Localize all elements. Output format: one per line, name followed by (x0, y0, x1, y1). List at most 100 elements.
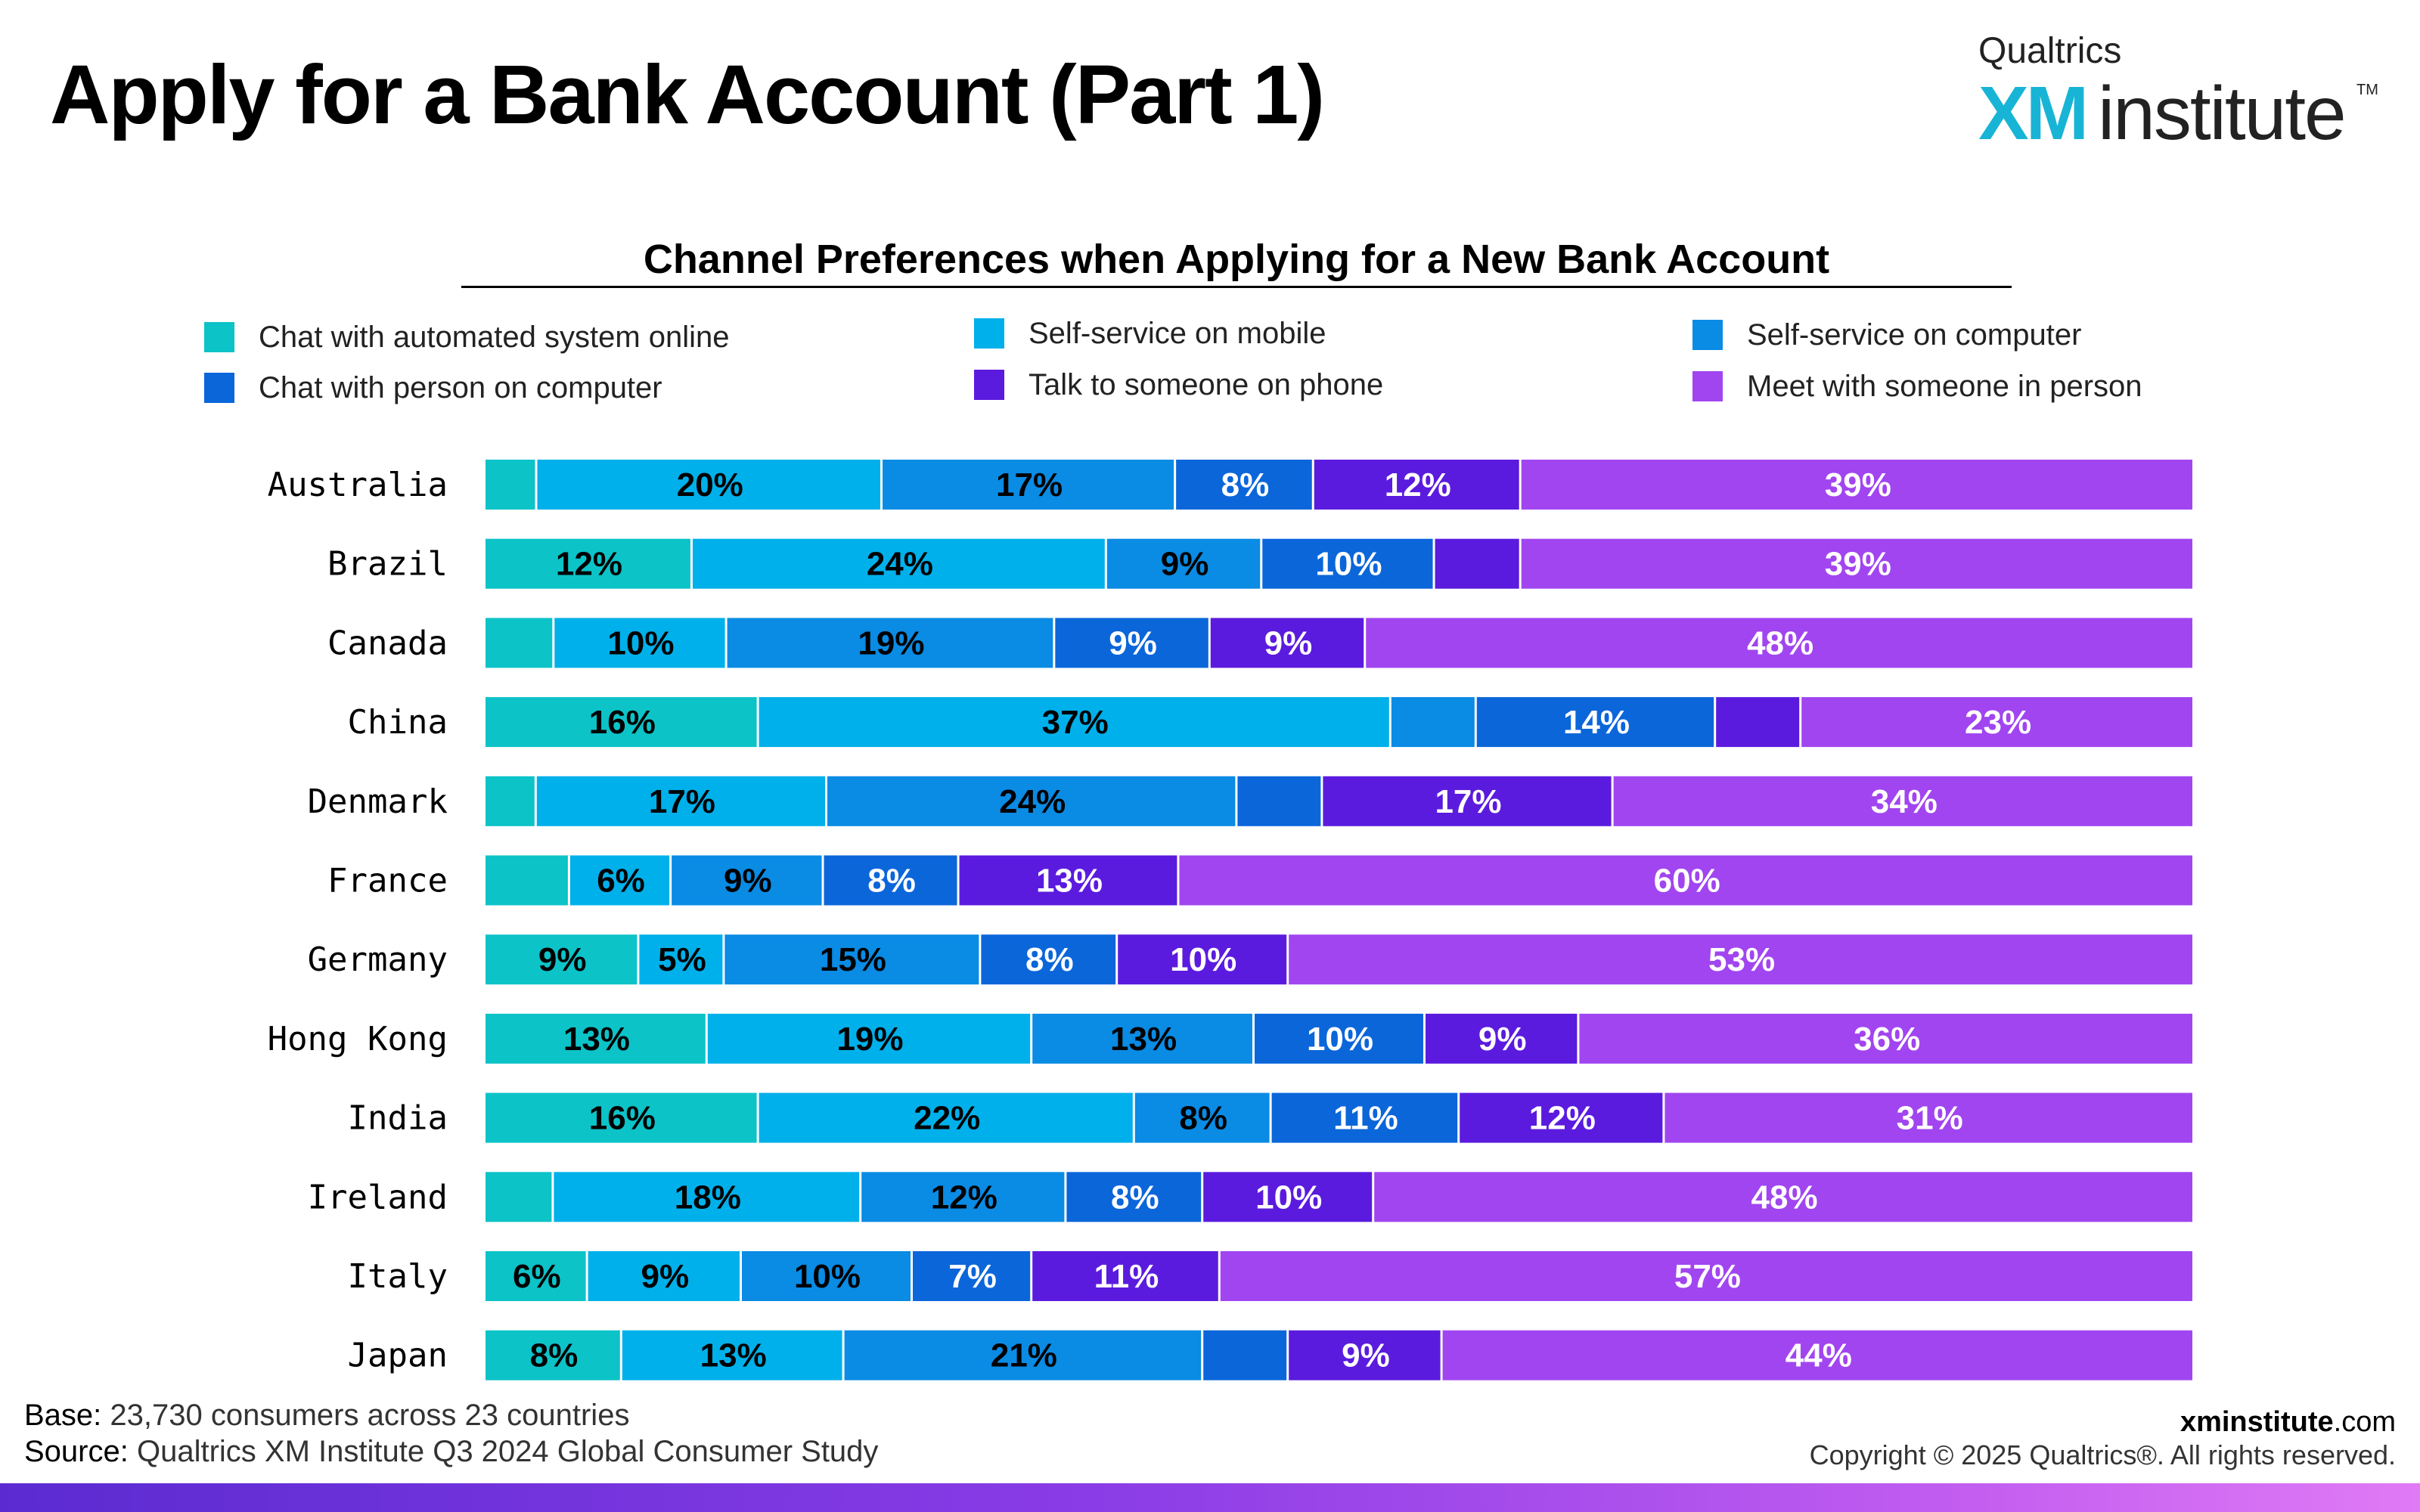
bar-segment (913, 1251, 1031, 1301)
data-label: 12% (1385, 466, 1451, 503)
data-label: 24% (867, 546, 933, 583)
bar-segment (486, 1330, 620, 1380)
category-label: Japan (348, 1337, 448, 1375)
bar-segment (981, 934, 1116, 985)
bar-segment (827, 776, 1236, 826)
data-label: 8% (530, 1337, 579, 1374)
bar-segment (486, 855, 568, 906)
bar-segment (707, 1013, 1031, 1064)
data-label: 24% (999, 783, 1066, 820)
data-label: 15% (820, 941, 886, 978)
bar-segment (554, 618, 725, 668)
bar-segment (1374, 1172, 2192, 1222)
page-title: Apply for a Bank Account (Part 1) (50, 48, 1325, 141)
bar-segment (1579, 1013, 2192, 1064)
bar-segment (1521, 460, 2192, 510)
data-label: 48% (1751, 1179, 1818, 1216)
bar-segment (759, 1092, 1133, 1143)
bar-segment (844, 1330, 1202, 1380)
data-label: 9% (1109, 624, 1157, 662)
legend-item-self-computer: Self-service on computer (1692, 316, 2081, 354)
bar-segment (1665, 1092, 2192, 1143)
bar-segment (672, 855, 822, 906)
data-label: 19% (836, 1021, 903, 1058)
data-label: 9% (1161, 546, 1209, 583)
bar-segment (1314, 460, 1519, 510)
bar-segment (554, 1172, 860, 1222)
category-label: China (348, 703, 448, 742)
bar-segment (1032, 1251, 1218, 1301)
qualtrics-xm-institute-logo: Qualtrics XM institute TM (1978, 30, 2378, 151)
data-label: 48% (1747, 624, 1813, 662)
data-label: 10% (607, 624, 674, 662)
data-label: 17% (996, 466, 1063, 503)
bar-segment (536, 776, 825, 826)
category-label: Hong Kong (268, 1020, 448, 1058)
bar-segment (1716, 697, 1800, 748)
legend-item-phone: Talk to someone on phone (974, 366, 1383, 404)
legend-item-chat-person: Chat with person on computer (204, 369, 662, 407)
category-label: France (327, 862, 448, 900)
bar-segment (1066, 1172, 1202, 1222)
data-label: 10% (794, 1258, 861, 1295)
bar-segment (727, 618, 1053, 668)
legend-label: Self-service on mobile (1028, 316, 1326, 350)
bar-segment (1032, 1013, 1252, 1064)
footer-copyright: Copyright © 2025 Qualtrics®. All rights … (1809, 1439, 2396, 1470)
data-label: 53% (1708, 941, 1775, 978)
data-label: 17% (649, 783, 715, 820)
legend-swatch (974, 370, 1004, 400)
bar-segment (1435, 538, 1519, 589)
bar-segment (1210, 618, 1364, 668)
data-label: 39% (1825, 466, 1891, 503)
logo-trademark: TM (2356, 82, 2378, 98)
bar-segment (486, 776, 535, 826)
bar-segment (1613, 776, 2192, 826)
legend-item-in-person: Meet with someone in person (1692, 367, 2142, 405)
data-label: 12% (556, 546, 622, 583)
data-label: 9% (1342, 1337, 1390, 1374)
source-text: Qualtrics XM Institute Q3 2024 Global Co… (128, 1435, 879, 1468)
bar-segment (486, 1172, 552, 1222)
bar-segment (537, 460, 881, 510)
bar-segment (1391, 697, 1475, 748)
bar-segment (1323, 776, 1612, 826)
bar-segment (1262, 538, 1433, 589)
data-label: 44% (1786, 1337, 1852, 1374)
category-label: Canada (327, 624, 448, 662)
bar-segment (1442, 1330, 2192, 1380)
data-label: 9% (641, 1258, 690, 1295)
data-label: 9% (1264, 624, 1313, 662)
bar-segment (1106, 538, 1261, 589)
bar-segment (824, 855, 957, 906)
data-label: 10% (1315, 546, 1382, 583)
category-label: Germany (308, 940, 448, 979)
category-label: Ireland (308, 1178, 448, 1216)
bar-segment (1289, 1330, 1441, 1380)
data-label: 16% (589, 704, 656, 741)
source-key: Source: (24, 1435, 129, 1468)
bar-segment (1134, 1092, 1270, 1143)
bar-segment (622, 1330, 842, 1380)
bar-segment (692, 538, 1105, 589)
legend-item-chat-automated: Chat with automated system online (204, 318, 730, 356)
data-label: 13% (700, 1337, 767, 1374)
bottom-gradient-bar (0, 1483, 2420, 1512)
bar-segment (1255, 1013, 1423, 1064)
bar-segment (861, 1172, 1065, 1222)
footer-base-note: Base: 23,730 consumers across 23 countri… (24, 1399, 629, 1433)
data-label: 34% (1871, 783, 1938, 820)
data-label: 57% (1674, 1258, 1741, 1295)
chart-title: Channel Preferences when Applying for a … (643, 237, 1830, 282)
bar-segment (639, 934, 723, 985)
bar-segment (486, 1013, 706, 1064)
data-label: 10% (1255, 1179, 1322, 1216)
data-label: 13% (1036, 863, 1103, 900)
data-label: 8% (1111, 1179, 1159, 1216)
bar-segment (1521, 538, 2192, 589)
data-label: 13% (563, 1021, 630, 1058)
bar-segment (486, 934, 638, 985)
data-label: 11% (1333, 1100, 1398, 1137)
bar-segment (742, 1251, 911, 1301)
